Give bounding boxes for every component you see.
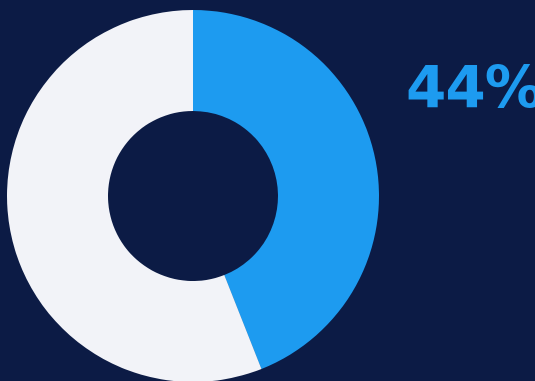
donut-slice-0 — [193, 10, 379, 369]
donut-slice-1 — [7, 10, 262, 381]
percentage-label: 44% — [406, 53, 535, 121]
